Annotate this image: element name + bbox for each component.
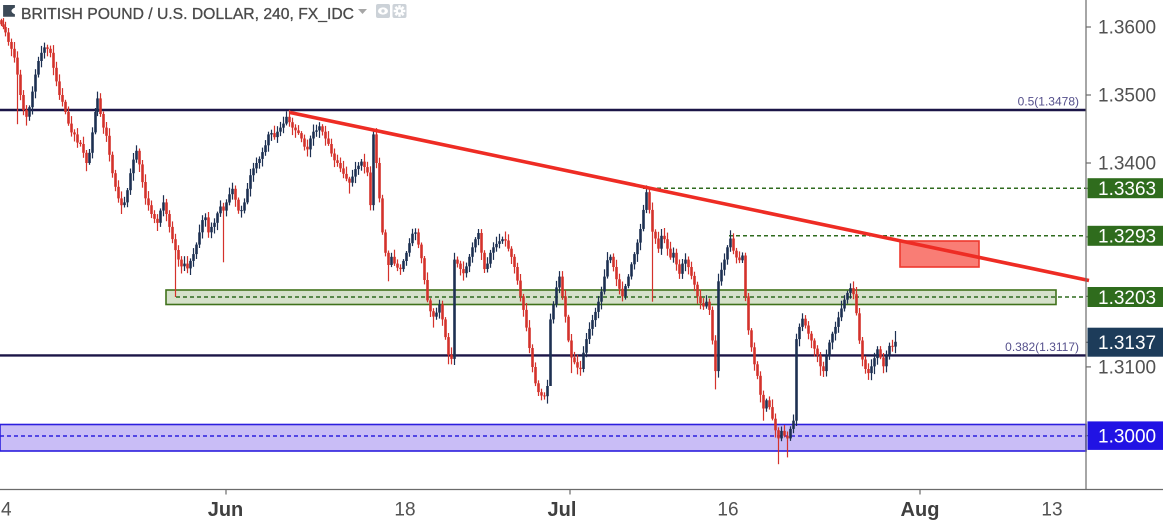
svg-text:0.382(1.3117): 0.382(1.3117) <box>1005 340 1079 354</box>
svg-text:1.3400: 1.3400 <box>1098 154 1156 175</box>
svg-text:1.3137: 1.3137 <box>1098 333 1156 354</box>
svg-text:1.3293: 1.3293 <box>1098 227 1156 248</box>
svg-text:1.3100: 1.3100 <box>1098 358 1156 379</box>
svg-text:Aug: Aug <box>901 499 940 521</box>
svg-text:1.3500: 1.3500 <box>1098 86 1156 107</box>
svg-text:1.3203: 1.3203 <box>1098 288 1156 309</box>
svg-text:18: 18 <box>394 500 415 521</box>
svg-text:16: 16 <box>717 500 738 521</box>
svg-text:Jul: Jul <box>548 499 577 521</box>
svg-text:4: 4 <box>1 500 12 521</box>
svg-text:1.3600: 1.3600 <box>1098 18 1156 39</box>
svg-text:BRITISH POUND / U.S. DOLLAR, 2: BRITISH POUND / U.S. DOLLAR, 240, FX_IDC <box>21 6 354 23</box>
svg-text:1.3363: 1.3363 <box>1098 179 1156 200</box>
svg-text:13: 13 <box>1041 500 1062 521</box>
svg-text:1.3000: 1.3000 <box>1098 427 1156 448</box>
svg-text:0.5(1.3478): 0.5(1.3478) <box>1018 95 1079 109</box>
svg-text:Jun: Jun <box>208 499 244 521</box>
